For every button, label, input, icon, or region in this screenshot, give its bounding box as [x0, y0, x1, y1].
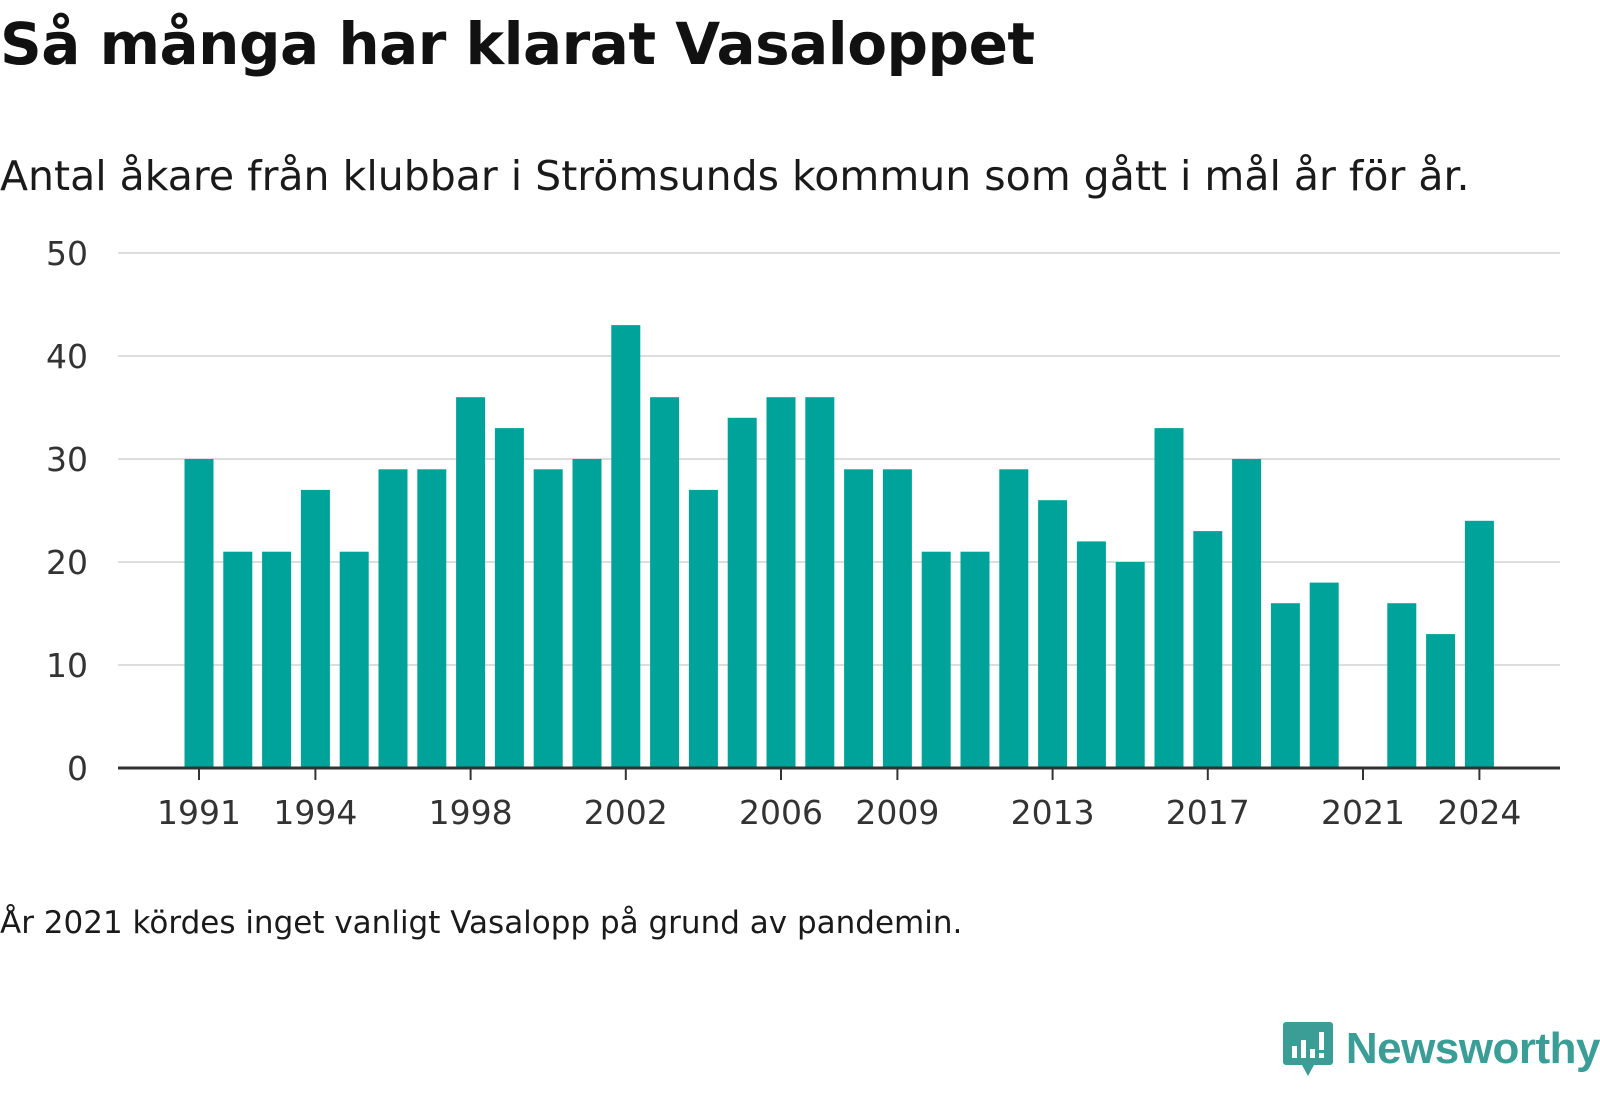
bar [1193, 531, 1223, 768]
bar [1464, 520, 1494, 768]
bar [1309, 582, 1339, 768]
newsworthy-logo-icon [1282, 1022, 1333, 1076]
bar [223, 551, 253, 768]
bar [378, 469, 408, 768]
bar [688, 489, 718, 768]
bar [417, 469, 447, 768]
bar [300, 489, 330, 768]
brand-name: Newsworthy [1345, 1024, 1600, 1073]
bars [184, 325, 1494, 768]
bar [572, 459, 602, 768]
bar [456, 397, 486, 768]
bar [611, 325, 641, 768]
bar [882, 469, 912, 768]
bar [727, 417, 757, 768]
y-tick-label: 30 [46, 440, 88, 479]
bar [960, 551, 990, 768]
bar [844, 469, 874, 768]
y-tick-label: 40 [46, 337, 88, 376]
bar [1270, 603, 1300, 768]
x-tick-label: 2013 [1011, 793, 1095, 832]
bar-chart: 0 10 20 30 40 50 1991 1994 1998 2002 2006 2009 2013… [46, 234, 1560, 832]
bar [805, 397, 835, 768]
bar [494, 428, 524, 768]
bar [921, 551, 951, 768]
x-tick-label: 2006 [739, 793, 823, 832]
bar [650, 397, 680, 768]
y-tick-label: 10 [46, 646, 88, 685]
bar [1426, 634, 1456, 768]
bar [1232, 459, 1262, 768]
bar [1076, 541, 1106, 768]
y-tick-label: 20 [46, 543, 88, 582]
bar [766, 397, 796, 768]
chart-title: Så många har klarat Vasaloppet [0, 10, 1035, 78]
bar [339, 551, 369, 768]
chart-subtitle: Antal åkare från klubbar i Strömsunds ko… [0, 152, 1470, 200]
x-tick-label: 1998 [429, 793, 513, 832]
footnote: År 2021 kördes inget vanligt Vasalopp på… [0, 905, 963, 941]
x-axis [118, 766, 1560, 780]
bar [999, 469, 1029, 768]
bar [1387, 603, 1417, 768]
x-tick-label: 1994 [273, 793, 357, 832]
brand-logo: Newsworthy [1282, 1020, 1600, 1078]
bar [1038, 500, 1068, 768]
y-tick-label: 50 [46, 234, 88, 273]
bar [262, 551, 292, 768]
bar [1154, 428, 1184, 768]
x-tick-label: 2017 [1166, 793, 1250, 832]
x-tick-label: 2021 [1321, 793, 1405, 832]
x-tick-label: 2009 [855, 793, 939, 832]
x-tick-label: 2024 [1437, 793, 1521, 832]
x-tick-label: 2002 [584, 793, 668, 832]
x-tick-label: 1991 [157, 793, 241, 832]
bar [533, 469, 563, 768]
y-tick-label: 0 [67, 749, 88, 788]
x-axis-tick-labels: 1991 1994 1998 2002 2006 2009 2013 2017 2021 2024 [157, 793, 1521, 832]
gridlines [118, 252, 1560, 666]
y-axis-tick-labels: 0 10 20 30 40 50 [46, 234, 88, 788]
bar [1115, 562, 1145, 768]
bar [184, 459, 214, 768]
